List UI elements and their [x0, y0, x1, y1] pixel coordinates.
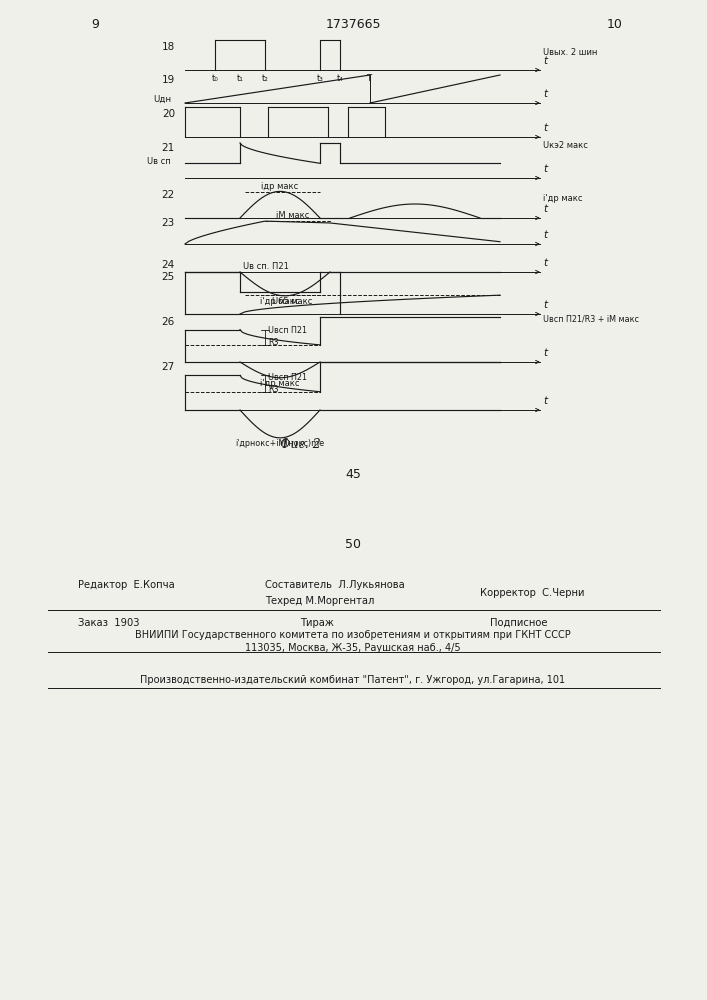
- Text: 20: 20: [162, 109, 175, 119]
- Text: R3: R3: [268, 385, 279, 394]
- Text: i'дрнокс+iМ(нокс)me: i'дрнокс+iМ(нокс)me: [235, 439, 325, 448]
- Text: t: t: [543, 396, 547, 406]
- Text: Uв сп. П21: Uв сп. П21: [243, 262, 289, 271]
- Text: i'др макс: i'др макс: [260, 379, 300, 388]
- Text: Подписное: Подписное: [490, 618, 547, 628]
- Text: t: t: [543, 258, 547, 268]
- Text: 23: 23: [162, 218, 175, 228]
- Text: t: t: [543, 56, 547, 66]
- Text: Составитель  Л.Лукьянова: Составитель Л.Лукьянова: [265, 580, 404, 590]
- Text: Тираж: Тираж: [300, 618, 334, 628]
- Text: 25: 25: [162, 272, 175, 282]
- Text: 113035, Москва, Ж-35, Раушская наб., 4/5: 113035, Москва, Ж-35, Раушская наб., 4/5: [245, 643, 461, 653]
- Text: i'др макс: i'др макс: [260, 297, 300, 306]
- Text: 50: 50: [345, 538, 361, 552]
- Text: Uвсп П21: Uвсп П21: [268, 326, 307, 335]
- Text: Uкэ2 макс: Uкэ2 макс: [543, 140, 588, 149]
- Text: iМ макс: iМ макс: [276, 211, 309, 220]
- Text: t: t: [543, 89, 547, 99]
- Text: iдр макс: iдр макс: [262, 182, 298, 191]
- Text: 9: 9: [91, 18, 99, 31]
- Text: 22: 22: [162, 190, 175, 200]
- Text: 1737665: 1737665: [325, 18, 381, 31]
- Text: t: t: [543, 164, 547, 174]
- Text: t₄: t₄: [337, 74, 344, 83]
- Text: 21: 21: [162, 143, 175, 153]
- Text: T: T: [368, 74, 373, 83]
- Text: Uв сп: Uв сп: [147, 157, 171, 166]
- Text: Uвых. 2 шин: Uвых. 2 шин: [543, 48, 597, 57]
- Text: 26: 26: [162, 317, 175, 327]
- Text: Производственно-издательский комбинат "Патент", г. Ужгород, ул.Гагарина, 101: Производственно-издательский комбинат "П…: [141, 675, 566, 685]
- Text: t₃: t₃: [317, 74, 323, 83]
- Text: t: t: [543, 204, 547, 214]
- Text: t₁: t₁: [237, 74, 243, 83]
- Text: Заказ  1903: Заказ 1903: [78, 618, 139, 628]
- Text: ВНИИПИ Государственного комитета по изобретениям и открытиям при ГКНТ СССР: ВНИИПИ Государственного комитета по изоб…: [135, 630, 571, 640]
- Text: t₂: t₂: [262, 74, 269, 83]
- Text: Uвсп П21: Uвсп П21: [268, 373, 307, 382]
- Text: i'др макс: i'др макс: [543, 194, 583, 203]
- Text: t₀: t₀: [211, 74, 218, 83]
- Text: t: t: [543, 348, 547, 358]
- Text: Uвсп П21/R3 + iМ макс: Uвсп П21/R3 + iМ макс: [543, 314, 639, 324]
- Text: t: t: [543, 123, 547, 133]
- Text: Корректор  С.Черни: Корректор С.Черни: [480, 588, 585, 598]
- Text: 19: 19: [162, 75, 175, 85]
- Text: 18: 18: [162, 42, 175, 52]
- Text: 45: 45: [345, 468, 361, 482]
- Text: t: t: [543, 230, 547, 240]
- Text: 10: 10: [607, 18, 623, 31]
- Text: 24: 24: [162, 260, 175, 270]
- Text: Фиг. 2: Фиг. 2: [280, 438, 320, 452]
- Text: R3: R3: [268, 338, 279, 347]
- Text: Редактор  Е.Копча: Редактор Е.Копча: [78, 580, 175, 590]
- Text: t: t: [543, 300, 547, 310]
- Text: Uдн: Uдн: [153, 95, 171, 104]
- Text: Uб5 макс: Uб5 макс: [272, 297, 312, 306]
- Text: 27: 27: [162, 362, 175, 372]
- Text: Техред М.Моргентал: Техред М.Моргентал: [265, 596, 375, 606]
